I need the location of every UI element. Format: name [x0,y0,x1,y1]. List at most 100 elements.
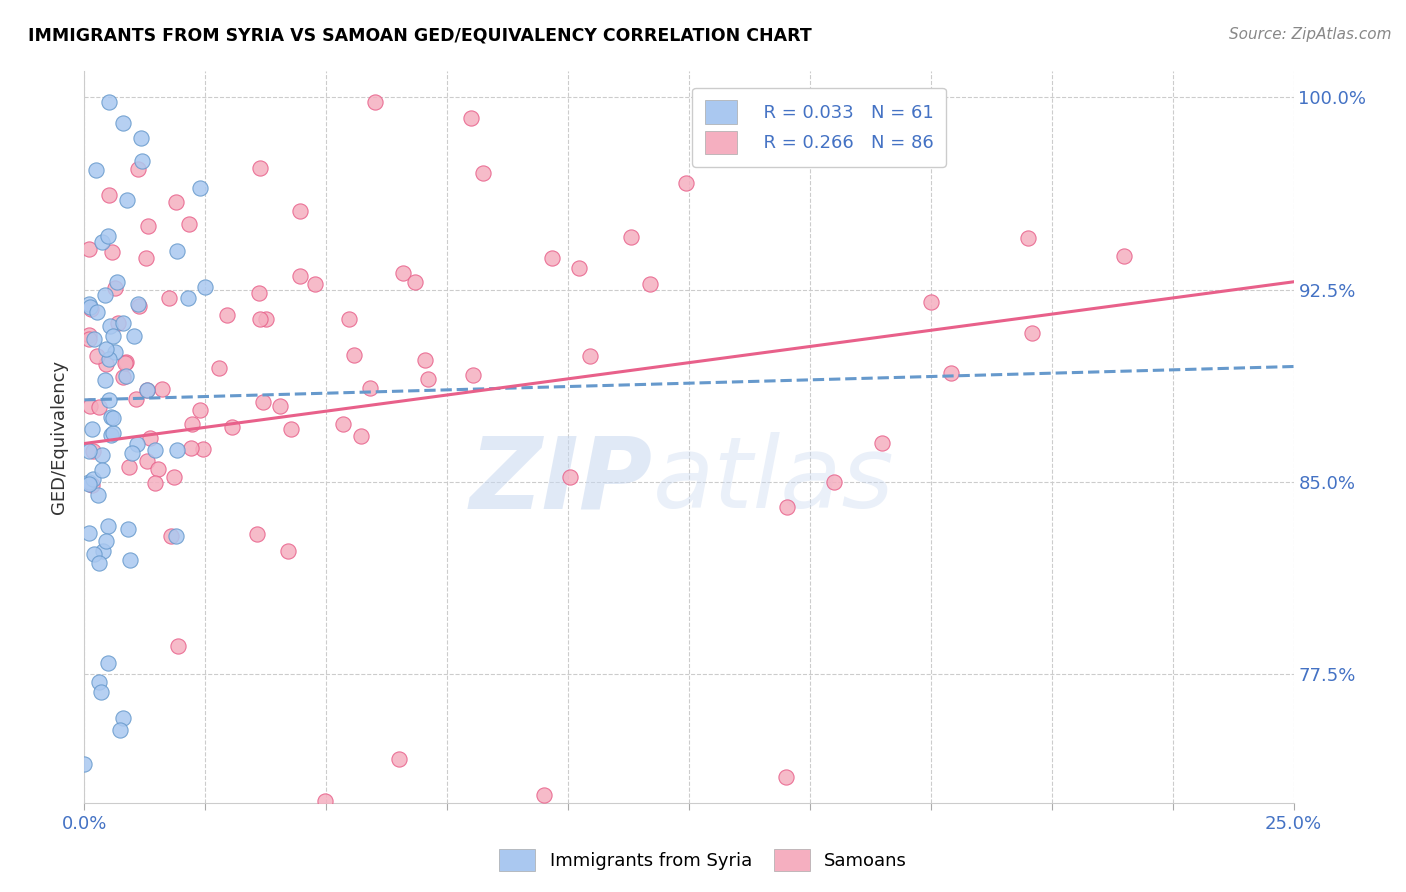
Point [97,229,120,244]
Point [112,711,135,725]
Point [246,527,269,541]
Point [578,349,600,363]
Point [77,475,100,490]
Point [77,332,100,346]
Point [87,556,110,570]
Point [249,311,271,326]
Point [180,441,202,455]
Point [350,429,373,443]
Point [94,288,117,302]
Point [91,448,114,462]
Point [191,442,214,456]
Point [166,640,188,654]
Point [277,543,299,558]
Point [100,428,122,442]
Point [129,131,152,145]
Point [136,383,159,397]
Point [101,411,124,425]
Point [80,422,103,436]
Point [101,328,124,343]
Point [136,384,159,398]
Point [107,316,129,330]
Point [247,285,270,300]
Point [1017,231,1039,245]
Point [540,251,562,265]
Point [150,383,173,397]
Point [215,308,238,322]
Point [162,470,184,484]
Point [79,300,101,314]
Point [388,752,411,766]
Point [157,291,180,305]
Point [100,319,122,334]
Point [82,444,104,458]
Point [290,269,312,284]
Point [82,477,104,491]
Point [920,295,942,310]
Point [100,410,122,425]
Point [139,431,162,445]
Point [872,436,894,450]
Point [558,470,581,484]
Point [94,342,117,356]
Point [620,230,643,244]
Point [404,276,426,290]
Point [145,475,167,490]
Text: ZIP: ZIP [470,433,652,530]
Point [337,311,360,326]
Point [416,372,439,386]
Point [115,194,138,208]
Point [94,373,117,387]
Point [83,332,105,346]
Point [280,421,302,435]
Point [90,684,112,698]
Point [533,788,555,802]
Point [98,188,121,202]
Point [104,344,127,359]
Point [1021,326,1043,341]
Point [91,544,114,558]
Point [181,417,204,432]
Point [128,299,150,313]
Point [190,181,212,195]
Point [96,357,118,371]
Point [101,425,124,440]
Point [249,161,271,175]
Point [127,296,149,310]
Point [80,302,103,317]
Point [87,400,110,414]
Point [91,235,114,249]
Point [304,277,326,291]
Point [363,95,385,110]
Text: IMMIGRANTS FROM SYRIA VS SAMOAN GED/EQUIVALENCY CORRELATION CHART: IMMIGRANTS FROM SYRIA VS SAMOAN GED/EQUI… [28,27,811,45]
Point [413,353,436,368]
Point [638,277,661,292]
Point [114,355,136,369]
Point [118,460,141,475]
Point [135,251,157,265]
Point [254,312,277,326]
Point [77,242,100,256]
Point [1114,249,1136,263]
Point [136,454,159,468]
Point [472,166,495,180]
Point [77,525,100,540]
Point [775,500,797,514]
Point [112,370,135,384]
Point [97,519,120,533]
Point [166,244,188,258]
Point [463,368,485,382]
Point [112,316,135,330]
Point [120,553,142,567]
Point [179,217,201,231]
Point [112,116,135,130]
Text: atlas: atlas [652,433,894,530]
Point [314,794,336,808]
Point [86,349,108,363]
Point [208,361,231,376]
Point [97,656,120,670]
Point [568,260,591,275]
Point [94,533,117,548]
Point [131,154,153,169]
Point [77,297,100,311]
